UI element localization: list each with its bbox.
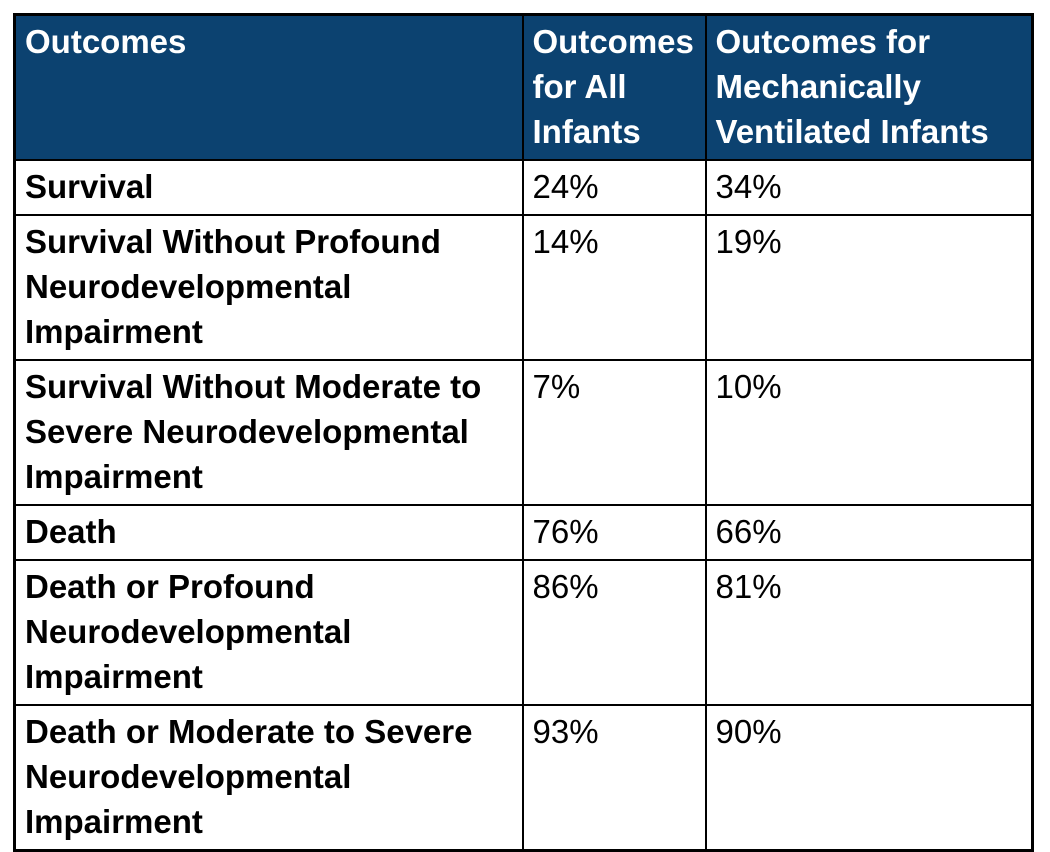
ventilated-value-cell: 34% — [704, 159, 1034, 216]
column-header-outcomes: Outcomes — [13, 13, 524, 161]
all-infants-value-cell: 76% — [521, 504, 707, 561]
ventilated-value-cell: 66% — [704, 504, 1034, 561]
outcome-label-cell: Survival Without Profound Neurodevelopme… — [13, 214, 524, 361]
table-row: Survival 24% 34% — [13, 159, 1034, 216]
outcome-label-cell: Survival — [13, 159, 524, 216]
ventilated-value-cell: 19% — [704, 214, 1034, 361]
all-infants-value-cell: 7% — [521, 359, 707, 506]
column-header-ventilated-infants: Outcomes for Mechanically Ventilated Inf… — [704, 13, 1034, 161]
ventilated-value-cell: 90% — [704, 704, 1034, 852]
table-row: Death or Moderate to Severe Neurodevelop… — [13, 704, 1034, 852]
all-infants-value-cell: 14% — [521, 214, 707, 361]
ventilated-value-cell: 10% — [704, 359, 1034, 506]
all-infants-value-cell: 86% — [521, 559, 707, 706]
table-row: Death or Profound Neurodevelopmental Imp… — [13, 559, 1034, 706]
table-row: Death 76% 66% — [13, 504, 1034, 561]
outcomes-table-container: Outcomes Outcomes for All Infants Outcom… — [13, 13, 1034, 852]
outcome-label-cell: Death or Moderate to Severe Neurodevelop… — [13, 704, 524, 852]
column-header-all-infants: Outcomes for All Infants — [521, 13, 707, 161]
outcomes-table: Outcomes Outcomes for All Infants Outcom… — [13, 13, 1034, 852]
table-row: Survival Without Moderate to Severe Neur… — [13, 359, 1034, 506]
table-row: Survival Without Profound Neurodevelopme… — [13, 214, 1034, 361]
outcome-label-cell: Death — [13, 504, 524, 561]
all-infants-value-cell: 24% — [521, 159, 707, 216]
outcome-label-cell: Survival Without Moderate to Severe Neur… — [13, 359, 524, 506]
ventilated-value-cell: 81% — [704, 559, 1034, 706]
table-header-row: Outcomes Outcomes for All Infants Outcom… — [13, 13, 1034, 161]
all-infants-value-cell: 93% — [521, 704, 707, 852]
outcome-label-cell: Death or Profound Neurodevelopmental Imp… — [13, 559, 524, 706]
